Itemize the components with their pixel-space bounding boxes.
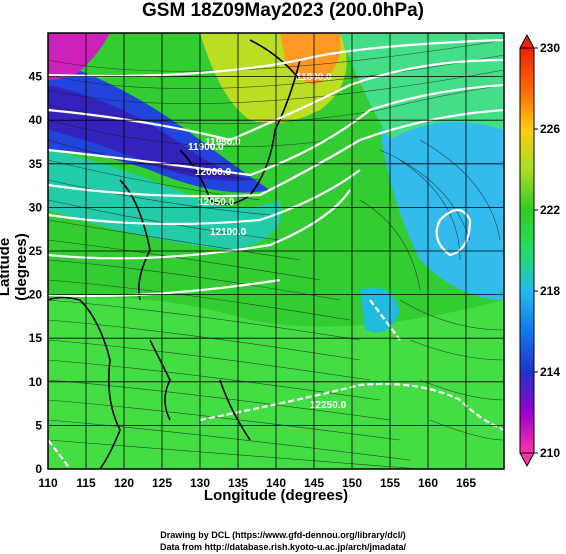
x-axis-ticks: 110 115 120 125 130 135 140 145 150 155 160 165 xyxy=(38,476,476,490)
y-tick-label: 5 xyxy=(35,418,42,432)
y-tick-label: 40 xyxy=(29,113,43,127)
x-tick-label: 120 xyxy=(114,476,134,490)
y-tick-label: 0 xyxy=(35,462,42,476)
credit-drawing: Drawing by DCL (https://www.gfd-dennou.o… xyxy=(160,530,406,540)
colorbar-min-arrow xyxy=(519,452,535,468)
map-title: GSM 18Z09May2023 (200.0hPa) xyxy=(142,0,424,21)
contour-label: 12250.0 xyxy=(310,400,347,411)
x-tick-label: 145 xyxy=(304,476,324,490)
x-tick-label: 115 xyxy=(76,476,96,490)
x-tick-label: 110 xyxy=(38,476,58,490)
y-tick-label: 30 xyxy=(29,200,43,214)
x-tick-label: 135 xyxy=(228,476,248,490)
x-tick-label: 155 xyxy=(380,476,400,490)
contour-label: 12050.0 xyxy=(198,197,235,208)
x-tick-label: 125 xyxy=(152,476,172,490)
colorbar: 210 214 218 222 226 230 xyxy=(519,33,560,468)
colorbar-max-arrow xyxy=(519,33,535,49)
colorbar-tick-label: 210 xyxy=(540,446,560,460)
colorbar-tick-label: 214 xyxy=(540,365,560,379)
y-tick-label: 15 xyxy=(29,331,43,345)
credit-data: Data from http://database.rish.kyoto-u.a… xyxy=(159,542,407,552)
contour-label: 12100.0 xyxy=(210,227,247,238)
colorbar-tick-label: 222 xyxy=(540,203,560,217)
x-tick-label: 160 xyxy=(418,476,438,490)
graticule xyxy=(47,33,504,470)
x-tick-label: 150 xyxy=(342,476,362,490)
colorbar-tick-label: 226 xyxy=(540,122,560,136)
plot-frame xyxy=(47,32,505,470)
y-axis-title: Latitude (degrees) xyxy=(0,233,30,301)
y-axis-ticks: 0 5 10 15 20 25 30 35 40 45 xyxy=(29,70,43,476)
contour-label: 11900.0 xyxy=(188,142,224,153)
wind-streamlines xyxy=(48,39,504,469)
x-tick-label: 165 xyxy=(456,476,476,490)
colorbar-tick-label: 230 xyxy=(540,41,560,55)
x-tick-label: 140 xyxy=(266,476,286,490)
y-tick-label: 20 xyxy=(29,288,43,302)
x-tick-label: 130 xyxy=(190,476,210,490)
y-tick-label: 35 xyxy=(29,157,43,171)
contour-label: 11950.0 xyxy=(205,137,241,148)
y-tick-label: 10 xyxy=(29,375,43,389)
y-tick-label: 25 xyxy=(29,244,43,258)
contour-label: 12000.0 xyxy=(195,167,232,178)
colorbar-tick-label: 218 xyxy=(540,284,560,298)
colorbar-body xyxy=(519,47,535,454)
x-axis-title: Longitude (degrees) xyxy=(203,487,349,504)
y-tick-label: 45 xyxy=(29,70,43,84)
